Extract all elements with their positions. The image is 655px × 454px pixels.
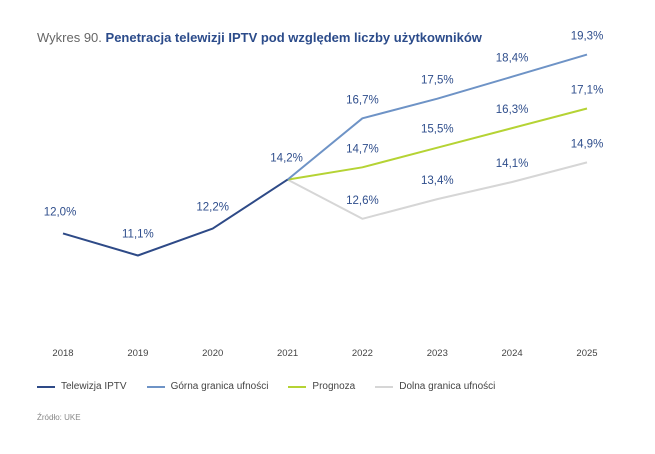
source-note: Źródło: UKE [37,413,81,422]
data-label-lower-2024: 14,1% [496,158,529,170]
chart-title-prefix: Wykres 90. [37,30,102,45]
x-tick-2018: 2018 [52,348,73,359]
data-label-iptv-2019: 11,1% [122,229,154,241]
legend-swatch-forecast [288,385,307,388]
x-tick-2021: 2021 [277,348,298,359]
legend-item-lower: Dolna granica ufności [375,381,495,392]
x-tick-2022: 2022 [352,348,373,359]
chart-title: Wykres 90. Penetracja telewizji IPTV pod… [37,30,482,45]
legend-label-forecast: Prognoza [312,381,356,392]
x-tick-2024: 2024 [502,348,523,359]
series-line-iptv [62,178,289,257]
data-label-lower-2023: 13,4% [421,175,454,187]
legend-item-forecast: Prognoza [288,381,355,392]
data-label-upper-2024: 18,4% [496,53,529,65]
data-label-forecast-2023: 15,5% [421,124,454,136]
data-label-iptv-2020: 12,2% [196,202,229,214]
x-tick-2020: 2020 [202,348,223,359]
legend-label-lower: Dolna granica ufności [399,381,496,392]
series-line-lower [287,161,588,220]
legend-label-iptv: Telewizja IPTV [61,381,127,392]
x-tick-2023: 2023 [427,348,448,359]
x-tick-2019: 2019 [127,348,148,359]
data-label-upper-2022: 16,7% [346,94,379,106]
legend: Telewizja IPTV Górna granica ufności Pro… [37,381,515,392]
data-label-upper-2023: 17,5% [421,75,454,87]
x-axis-ticks: 2018 2019 2020 2021 2022 2023 2024 2025 [52,348,597,359]
chart-title-main: Penetracja telewizji IPTV pod względem l… [105,30,482,45]
data-label-upper-2025: 19,3% [571,31,604,43]
series-line-forecast [287,107,588,181]
data-label-iptv-2018: 12,0% [44,206,77,218]
x-tick-2025: 2025 [576,348,597,359]
legend-item-upper: Górna granica ufności [146,381,269,392]
legend-swatch-lower [375,385,394,388]
legend-swatch-upper [146,385,165,388]
data-label-forecast-2022: 14,7% [346,143,379,155]
data-label-forecast-2024: 16,3% [496,104,529,116]
data-label-lower-2022: 12,6% [346,195,379,207]
series-line-upper [286,53,588,181]
legend-item-iptv: Telewizja IPTV [37,381,127,392]
series-layer [62,53,588,257]
data-label-iptv-2021: 14,2% [270,153,303,165]
legend-swatch-iptv [37,385,55,388]
data-label-lower-2025: 14,9% [571,138,604,150]
data-label-layer: 12,0% 11,1% 12,2% 14,2% 16,7% 17,5% 18,4% 19,3%… [44,31,604,241]
data-label-forecast-2025: 17,1% [571,85,604,97]
legend-label-upper: Górna granica ufności [170,381,269,392]
